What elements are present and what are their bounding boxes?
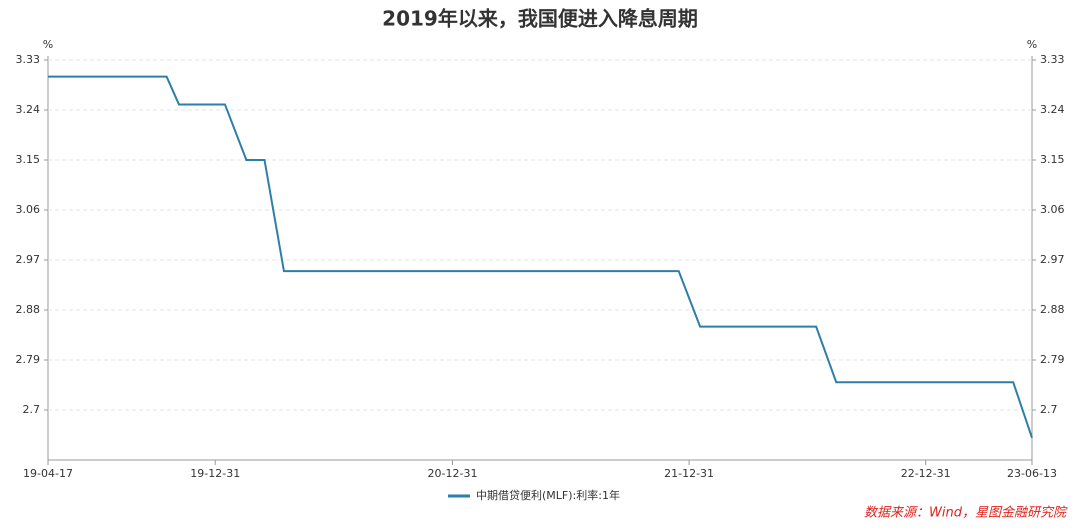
y-tick-label: 2.88 [16, 303, 41, 316]
y-tick-label: 2.97 [16, 253, 41, 266]
y2-tick-label: 2.88 [1040, 303, 1065, 316]
y2-tick-label: 3.33 [1040, 53, 1065, 66]
y2-tick-label: 2.97 [1040, 253, 1065, 266]
y-tick-label: 3.33 [16, 53, 41, 66]
x-tick-label: 20-12-31 [428, 467, 478, 480]
y-unit: % [43, 38, 53, 51]
y2-tick-label: 2.7 [1040, 403, 1058, 416]
y-tick-label: 3.06 [16, 203, 41, 216]
y-tick-label: 2.79 [16, 353, 41, 366]
x-tick-label: 23-06-13 [1007, 467, 1057, 480]
y-tick-label: 3.15 [16, 153, 41, 166]
x-tick-label: 22-12-31 [901, 467, 951, 480]
y-tick-label: 2.7 [23, 403, 41, 416]
y2-tick-label: 3.15 [1040, 153, 1065, 166]
x-tick-label: 19-12-31 [190, 467, 240, 480]
source-note: 数据来源：Wind，星图金融研究院 [864, 505, 1068, 521]
legend-label: 中期借贷便利(MLF):利率:1年 [476, 488, 620, 502]
chart-title: 2019年以来，我国便进入降息周期 [382, 7, 698, 31]
y2-tick-label: 3.24 [1040, 103, 1065, 116]
x-tick-label: 19-04-17 [23, 467, 73, 480]
y2-tick-label: 2.79 [1040, 353, 1065, 366]
y2-tick-label: 3.06 [1040, 203, 1065, 216]
x-tick-label: 21-12-31 [664, 467, 714, 480]
y-tick-label: 3.24 [16, 103, 41, 116]
line-series [48, 75, 1033, 439]
y2-unit: % [1027, 38, 1037, 51]
